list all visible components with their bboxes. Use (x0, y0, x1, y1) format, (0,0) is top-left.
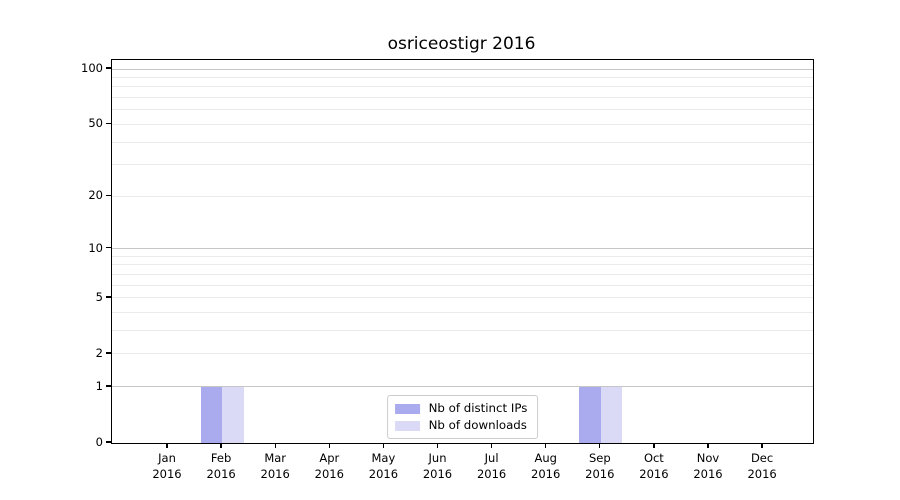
minor-gridline (112, 274, 813, 276)
bar-downloads (222, 386, 244, 443)
legend-label: Nb of distinct IPs (428, 401, 528, 415)
legend-swatch (394, 420, 420, 431)
x-tick-label: Oct 2016 (639, 451, 669, 481)
x-tick-mark (545, 443, 547, 449)
minor-gridline (112, 312, 813, 314)
legend-item: Nb of distinct IPs (394, 401, 528, 415)
bar-distinct-ips (200, 386, 223, 443)
chart-title: osriceostigr 2016 (387, 34, 536, 54)
minor-gridline (112, 86, 813, 88)
x-tick-label: Jul 2016 (476, 451, 507, 481)
minor-gridline (112, 123, 813, 125)
y-tick-mark (106, 441, 111, 443)
y-tick-mark (106, 122, 111, 125)
minor-gridline (112, 164, 813, 166)
x-tick-label: Jan 2016 (152, 451, 182, 481)
major-gridline (112, 386, 813, 388)
x-tick-mark (653, 443, 655, 449)
y-tick-label: 0 (95, 435, 103, 449)
x-tick-mark (382, 443, 385, 449)
minor-gridline (112, 255, 813, 257)
plot-area: Nb of distinct IPs Nb of downloads (111, 59, 814, 444)
y-tick-label: 10 (88, 240, 103, 255)
legend-item: Nb of downloads (394, 418, 528, 432)
legend: Nb of distinct IPs Nb of downloads (386, 395, 539, 439)
y-tick-mark (106, 296, 111, 298)
x-tick-label: Aug 2016 (531, 451, 561, 481)
minor-gridline (112, 353, 813, 355)
legend-label: Nb of downloads (428, 418, 527, 432)
y-tick-mark (106, 352, 111, 354)
bar-downloads (600, 386, 623, 443)
minor-gridline (112, 141, 813, 143)
x-tick-label: Feb 2016 (206, 451, 236, 481)
minor-gridline (112, 297, 813, 299)
x-tick-mark (599, 443, 601, 449)
x-tick-label: Mar 2016 (260, 451, 290, 481)
minor-gridline (112, 109, 813, 111)
x-tick-label: May 2016 (368, 451, 399, 481)
minor-gridline (112, 97, 813, 99)
y-tick-mark (106, 247, 111, 249)
legend-swatch (394, 403, 420, 414)
x-tick-mark (166, 443, 168, 449)
x-tick-mark (490, 443, 493, 449)
minor-gridline (112, 284, 813, 286)
y-tick-label: 5 (95, 289, 103, 304)
minor-gridline (112, 77, 813, 79)
x-tick-label: Dec 2016 (747, 451, 777, 481)
x-tick-mark (328, 443, 330, 449)
bar-distinct-ips (579, 386, 601, 443)
minor-gridline (112, 330, 813, 332)
x-tick-mark (707, 443, 709, 449)
y-tick-mark (106, 194, 111, 197)
major-gridline (112, 68, 813, 70)
x-tick-mark (761, 443, 763, 449)
x-tick-label: Nov 2016 (693, 451, 723, 481)
minor-gridline (112, 195, 813, 197)
x-tick-mark (220, 443, 222, 449)
minor-gridline (112, 264, 813, 266)
y-tick-label: 20 (88, 188, 103, 203)
y-tick-mark (106, 67, 111, 69)
y-tick-label: 100 (81, 61, 103, 76)
y-tick-mark (106, 385, 111, 387)
x-tick-mark (436, 443, 439, 449)
x-tick-label: Jun 2016 (422, 451, 453, 481)
y-tick-label: 1 (95, 378, 103, 393)
x-tick-mark (274, 443, 276, 449)
x-tick-label: Sep 2016 (585, 451, 615, 481)
major-gridline (112, 248, 813, 250)
x-tick-label: Apr 2016 (314, 451, 344, 481)
y-tick-label: 50 (88, 116, 103, 131)
y-tick-label: 2 (95, 345, 103, 360)
